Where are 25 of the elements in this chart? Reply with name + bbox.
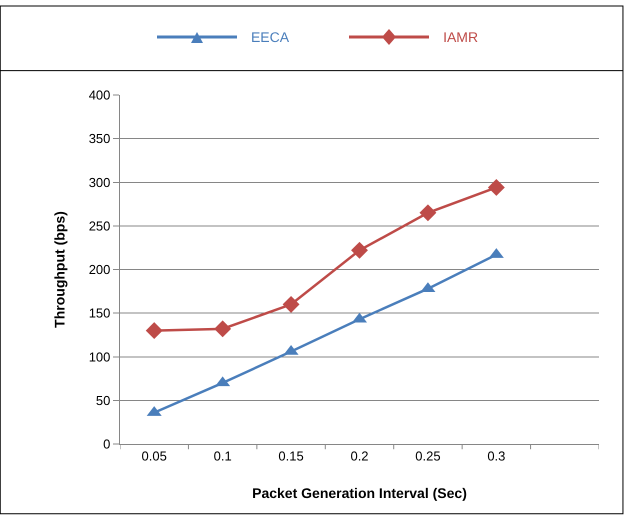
y-tick-label: 250 bbox=[88, 218, 110, 234]
y-tick-label: 150 bbox=[88, 306, 110, 321]
y-tick-label: 200 bbox=[88, 262, 110, 278]
text: IAMR bbox=[443, 29, 478, 45]
point bbox=[214, 320, 232, 338]
x-tick-label: 0.05 bbox=[142, 448, 167, 464]
y-tick-label: 0 bbox=[103, 436, 110, 452]
point bbox=[488, 179, 505, 196]
y-tick-label: 300 bbox=[88, 174, 110, 190]
y-axis-title: Throughput (bps) bbox=[51, 211, 68, 328]
point bbox=[146, 322, 163, 340]
x-tick-label: 0.25 bbox=[415, 448, 441, 464]
x-tick-label: 0.15 bbox=[278, 448, 304, 464]
y-tick-label: 400 bbox=[88, 88, 110, 103]
point bbox=[351, 242, 368, 259]
y-tick-label: 350 bbox=[88, 131, 110, 146]
text: EECA bbox=[250, 29, 290, 45]
y-tick-label: 100 bbox=[88, 349, 110, 364]
x-tick-label: 0.2 bbox=[350, 448, 369, 464]
x-tick-label: 0.1 bbox=[214, 448, 232, 464]
point bbox=[419, 204, 436, 222]
x-tick-label: 0.3 bbox=[487, 448, 506, 464]
y-tick-label: 50 bbox=[96, 392, 110, 408]
point bbox=[282, 296, 300, 313]
x-axis-title: Packet Generation Interval (Sec) bbox=[252, 484, 467, 501]
